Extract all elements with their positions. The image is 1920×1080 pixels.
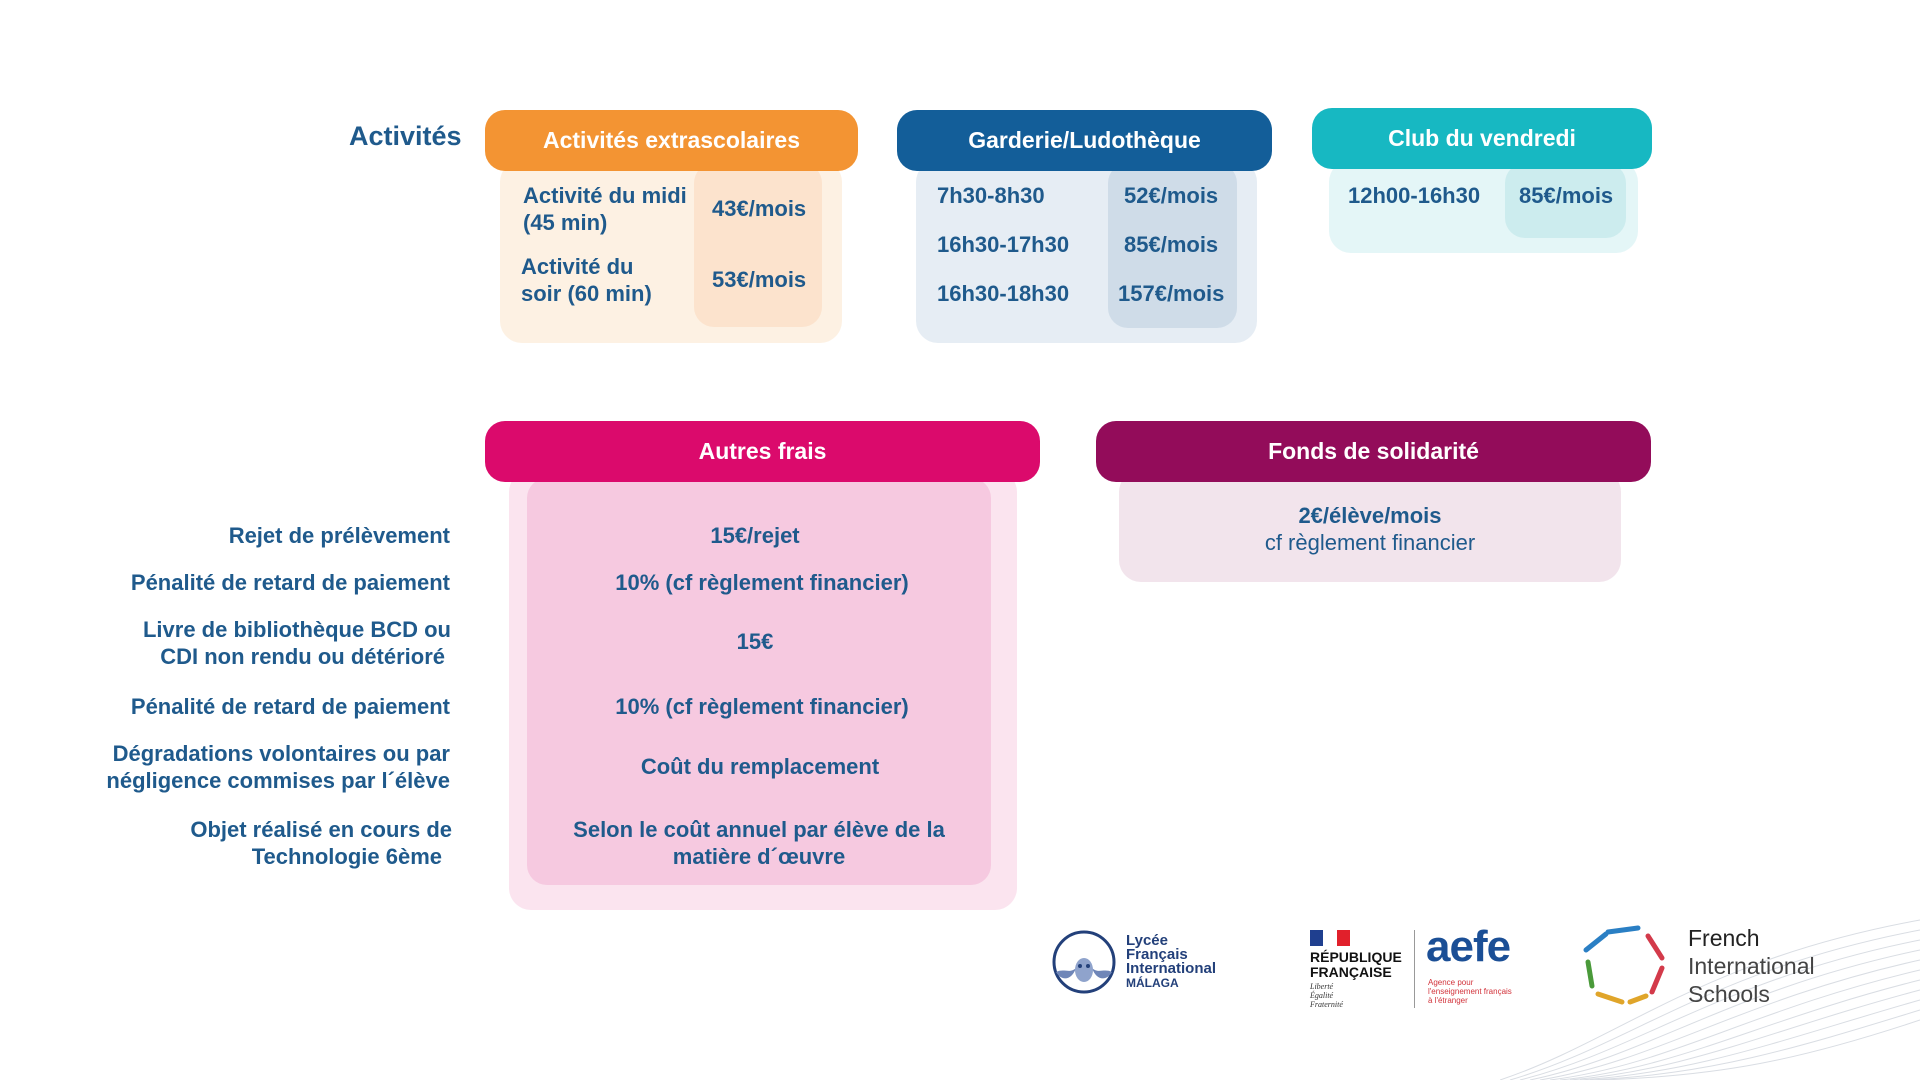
- garderie-row-3-price: 157€/mois: [1118, 281, 1225, 306]
- french-flag-icon: [1310, 930, 1350, 946]
- autres-frais-row-2-value: 10% (cf règlement financier): [615, 570, 909, 595]
- aefe-wordmark: aefe: [1426, 922, 1511, 971]
- solidarite-note: cf règlement financier: [1264, 530, 1476, 555]
- club-header: Club du vendredi: [1312, 108, 1652, 169]
- extrascolaires-row-2-name: Activité du soir (60 min): [521, 254, 652, 306]
- garderie-row-2-time: 16h30-17h30: [937, 232, 1070, 257]
- autres-frais-row-3-label: Livre de bibliothèque BCD ou CDI non ren…: [142, 617, 451, 669]
- republique-motto-3: Fraternité: [1310, 1000, 1343, 1009]
- republique-motto-2: Égalité: [1310, 991, 1334, 1000]
- lycee-logo-line2: Français: [1126, 946, 1188, 963]
- fis-line2: International: [1688, 953, 1815, 979]
- solidarite-amount: 2€/élève/mois: [1298, 503, 1442, 528]
- lycee-logo-line3: International: [1126, 960, 1217, 977]
- autres-frais-row-5-value: Coût du remplacement: [640, 754, 880, 779]
- fis-logo: French International Schools: [1578, 920, 1818, 1010]
- garderie-row-2-price: 85€/mois: [1124, 232, 1219, 257]
- autres-frais-row-6-value: Selon le coût annuel par élève de la mat…: [573, 817, 945, 869]
- logo-divider: [1414, 930, 1415, 1008]
- garderie-row-1-time: 7h30-8h30: [937, 183, 1045, 208]
- fis-line3: Schools: [1688, 981, 1770, 1007]
- extrascolaires-price-column: [694, 163, 822, 327]
- solidarite-header: Fonds de solidarité: [1096, 421, 1651, 482]
- autres-frais-value-column: [527, 478, 991, 885]
- garderie-header: Garderie/Ludothèque: [897, 110, 1272, 171]
- autres-frais-row-4-value: 10% (cf règlement financier): [615, 694, 909, 719]
- extrascolaires-row-1-price: 43€/mois: [712, 196, 807, 221]
- republique-motto-1: Liberté: [1310, 982, 1334, 991]
- club-price-column: [1505, 163, 1626, 238]
- activities-label: Activités: [349, 121, 462, 151]
- autres-frais-row-1-value: 15€/rejet: [710, 523, 800, 548]
- extrascolaires-row-1-name: Activité du midi (45 min): [523, 183, 687, 235]
- autres-frais-row-2-label: Pénalité de retard de paiement: [130, 570, 450, 595]
- republique-line2: FRANÇAISE: [1310, 964, 1392, 980]
- republique-aefe-logo: RÉPUBLIQUE FRANÇAISE Liberté Égalité Fra…: [1308, 922, 1528, 1010]
- garderie-row-3-time: 16h30-18h30: [937, 281, 1070, 306]
- autres-frais-header: Autres frais: [485, 421, 1040, 482]
- garderie-price-column: [1108, 163, 1237, 328]
- aefe-sub-3: à l'étranger: [1428, 996, 1468, 1005]
- lycee-logo: Lycée Français International MÁLAGA: [1042, 928, 1242, 998]
- extrascolaires-header: Activités extrascolaires: [485, 110, 858, 171]
- extrascolaires-row-2-price: 53€/mois: [712, 267, 807, 292]
- garderie-row-1-price: 52€/mois: [1124, 183, 1219, 208]
- autres-frais-row-5-label: Dégradations volontaires ou par négligen…: [106, 741, 450, 793]
- autres-frais-row-4-label: Pénalité de retard de paiement: [130, 694, 450, 719]
- lycee-logo-line1: Lycée: [1126, 932, 1168, 949]
- fis-hexagon-icon: [1583, 925, 1665, 1005]
- decorative-wave-lines: [1500, 919, 1920, 1080]
- aefe-sub-2: l'enseignement français: [1428, 987, 1512, 996]
- club-row-1-time: 12h00-16h30: [1348, 183, 1481, 208]
- republique-line1: RÉPUBLIQUE: [1310, 949, 1402, 965]
- autres-frais-row-3-value: 15€: [736, 629, 774, 654]
- solidarite-panel: [1119, 470, 1621, 582]
- autres-frais-row-1-label: Rejet de prélèvement: [228, 523, 450, 548]
- owl-emblem-icon: [1052, 930, 1116, 994]
- club-row-1-price: 85€/mois: [1519, 183, 1614, 208]
- fis-line1: French: [1688, 925, 1760, 951]
- lycee-logo-line4: MÁLAGA: [1126, 976, 1179, 990]
- autres-frais-row-6-label: Objet réalisé en cours de Technologie 6è…: [190, 817, 452, 869]
- aefe-sub-1: Agence pour: [1428, 978, 1474, 987]
